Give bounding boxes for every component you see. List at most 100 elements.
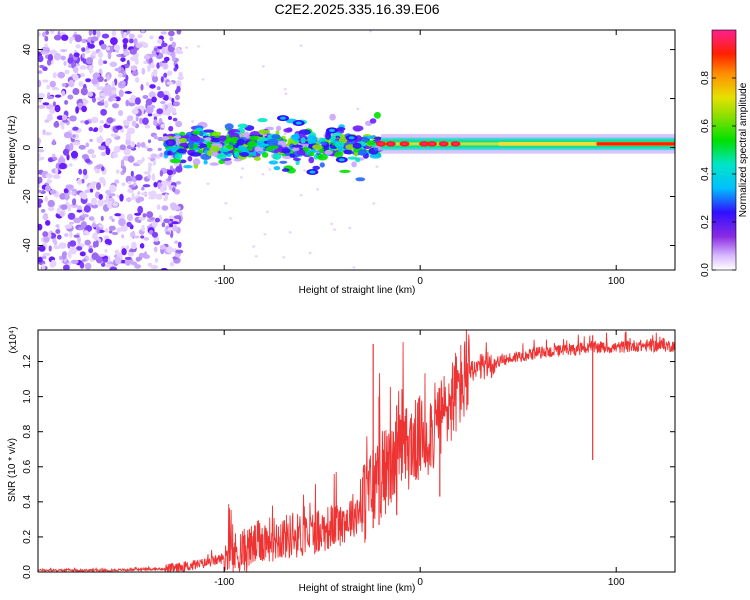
- noise-cell: [141, 67, 146, 75]
- noise-cell: [185, 46, 189, 49]
- noise-cell: [166, 81, 174, 85]
- noise-cell: [130, 231, 136, 238]
- noise-cell: [175, 89, 179, 95]
- noise-cell: [261, 173, 265, 176]
- noise-cell: [175, 165, 183, 173]
- noise-cell: [133, 38, 138, 45]
- noise-cell: [168, 175, 172, 181]
- noise-cell: [254, 255, 258, 258]
- noise-cell: [197, 45, 200, 48]
- noise-cell: [52, 101, 57, 107]
- y-tick-label: 0.0: [22, 565, 33, 579]
- noise-cell: [44, 195, 49, 202]
- noise-cell: [97, 76, 104, 83]
- onset-cell: [189, 152, 202, 157]
- noise-cell: [45, 173, 53, 179]
- snr-scale-label: (x10⁴): [8, 326, 19, 353]
- noise-cell: [88, 30, 93, 36]
- noise-cell: [135, 174, 143, 181]
- noise-cell: [125, 99, 129, 107]
- noise-cell: [52, 72, 57, 79]
- onset-cell: [273, 149, 279, 154]
- noise-cell: [133, 182, 137, 187]
- noise-cell: [88, 245, 93, 249]
- noise-cell: [372, 202, 376, 205]
- noise-cell: [72, 198, 77, 206]
- noise-cell: [100, 215, 104, 222]
- noise-cell: [109, 61, 118, 68]
- noise-cell: [88, 65, 94, 74]
- noise-cell: [59, 255, 63, 261]
- noise-cell: [146, 147, 153, 152]
- band-core: [498, 141, 675, 146]
- noise-cell: [111, 80, 115, 89]
- noise-cell: [91, 154, 97, 159]
- noise-cell: [142, 117, 149, 125]
- noise-cell: [169, 36, 174, 42]
- noise-cell: [299, 194, 303, 197]
- snr-panel: -100 0 100 0.0 0.2 0.4 0.6 0.8 1.0 1.2 (x10⁴) Hei…: [7, 326, 676, 594]
- noise-cell: [96, 30, 101, 38]
- noise-cell: [115, 169, 120, 174]
- noise-cell: [160, 76, 164, 83]
- noise-cell: [191, 120, 195, 123]
- noise-cell: [62, 119, 69, 123]
- noise-cell: [104, 79, 108, 82]
- noise-cell: [299, 44, 303, 47]
- noise-cell: [72, 88, 80, 95]
- noise-cell: [80, 87, 88, 96]
- noise-cell: [108, 193, 116, 197]
- y-tick-label: -40: [22, 238, 33, 253]
- onset-cell: [174, 140, 181, 145]
- noise-cell: [157, 38, 163, 44]
- onset-cell: [183, 165, 193, 169]
- band-peak: [402, 142, 408, 146]
- noise-cell: [69, 230, 73, 238]
- noise-cell: [60, 34, 69, 41]
- noise-cell: [89, 188, 94, 193]
- onset-cell: [309, 139, 317, 144]
- noise-cell: [162, 62, 168, 70]
- onset-cell: [233, 158, 243, 162]
- noise-cell: [175, 94, 180, 101]
- noise-cell: [128, 249, 137, 253]
- noise-cell: [62, 148, 70, 156]
- noise-cell: [45, 220, 51, 226]
- onset-cell: [312, 165, 321, 170]
- onset-cell: [179, 143, 188, 147]
- noise-cell: [113, 145, 121, 153]
- onset-cell: [373, 147, 379, 152]
- noise-cell: [91, 204, 99, 209]
- noise-cell: [166, 108, 172, 114]
- onset-cell: [352, 125, 364, 132]
- onset-cell: [338, 145, 343, 153]
- noise-cell: [175, 249, 184, 254]
- noise-cell: [352, 266, 356, 269]
- noise-cell: [75, 44, 81, 49]
- noise-cell: [171, 98, 175, 104]
- noise-cell: [121, 234, 125, 239]
- noise-cell: [102, 60, 108, 64]
- noise-cell: [97, 50, 103, 59]
- noise-cell: [138, 216, 146, 221]
- onset-cell: [289, 153, 296, 158]
- noise-cell: [58, 156, 66, 165]
- noise-cell: [94, 168, 101, 174]
- noise-cell: [160, 31, 167, 35]
- colorbar-tick-label: 0.0: [700, 263, 711, 277]
- noise-cell: [115, 125, 123, 130]
- noise-cell: [81, 38, 88, 44]
- x-tick-label: 0: [417, 276, 423, 287]
- noise-cell: [76, 209, 83, 213]
- onset-cell: [218, 147, 230, 152]
- noise-cell: [143, 171, 151, 175]
- noise-cell: [129, 48, 137, 55]
- noise-cell: [156, 108, 164, 115]
- noise-cell: [140, 84, 144, 91]
- onset-cell: [254, 146, 262, 152]
- noise-cell: [150, 153, 158, 159]
- onset-cell: [320, 141, 328, 146]
- noise-cell: [91, 252, 99, 260]
- noise-cell: [56, 115, 64, 120]
- noise-cell: [118, 218, 126, 227]
